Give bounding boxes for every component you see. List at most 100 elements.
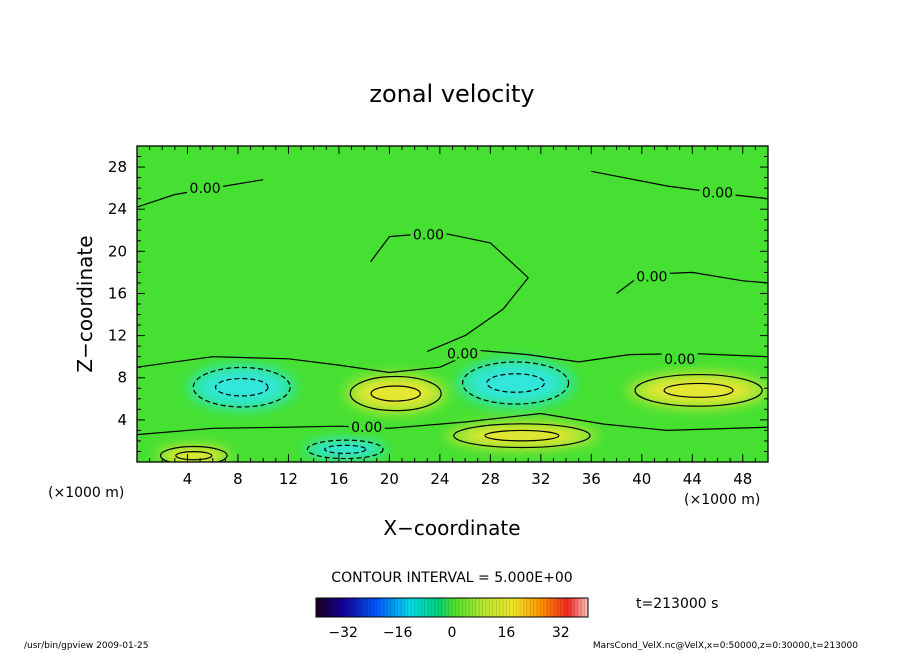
- contour-label: 0.00: [636, 270, 667, 286]
- colorbar-tick-label: 0: [448, 625, 457, 641]
- colorbar-swatch: [367, 598, 371, 617]
- field-blob-core: [313, 441, 377, 457]
- colorbar-swatch: [322, 598, 327, 617]
- x-axis-unit-left: (×1000 m): [48, 485, 124, 501]
- colorbar-swatch: [537, 598, 541, 617]
- footer-left: /usr/bin/gpview 2009-01-25: [24, 641, 149, 651]
- colorbar: [315, 598, 589, 617]
- contour-line: [461, 361, 570, 405]
- colorbar-swatch: [441, 598, 446, 617]
- contour-line: [634, 373, 763, 407]
- contour-label-bg: [187, 180, 224, 196]
- colorbar-swatch: [394, 598, 398, 617]
- field-blob-core: [645, 377, 752, 404]
- y-tick-label: 8: [117, 369, 127, 387]
- contour-line: [175, 451, 213, 461]
- colorbar-tick-labels: −32 −16 0 16 32: [328, 625, 569, 641]
- contour-line: [306, 439, 384, 460]
- footer-right: MarsCond_VelX.nc@VelX,x=0:50000,z=0:3000…: [592, 641, 858, 651]
- colorbar-swatch: [424, 598, 429, 617]
- field-blob-core: [201, 371, 283, 404]
- colorbar-swatch: [533, 598, 538, 617]
- colorbar-swatch: [462, 598, 466, 617]
- colorbar-swatch: [350, 598, 354, 617]
- field-blob-core: [357, 379, 434, 408]
- y-tick-label: 12: [108, 327, 127, 345]
- colorbar-swatch: [377, 598, 381, 617]
- contour-label-bg: [661, 350, 698, 366]
- colorbar-swatch: [543, 598, 548, 617]
- field-blob-core: [166, 448, 222, 462]
- colorbar-swatch: [550, 598, 555, 617]
- colorbar-swatch: [455, 598, 460, 617]
- time-label: t=213000 s: [636, 596, 718, 612]
- x-tick-label: 44: [683, 470, 702, 488]
- colorbar-swatch: [571, 598, 575, 617]
- colorbar-swatch: [458, 598, 463, 617]
- contour-labels-group: 0.00 0.00 0.00 0.00 0.00 0.00 0.00: [187, 180, 736, 436]
- colorbar-swatch: [421, 598, 426, 617]
- colorbar-swatch: [428, 598, 432, 617]
- contour-label: 0.00: [664, 352, 695, 368]
- colorbar-swatch: [523, 598, 528, 617]
- colorbar-swatch: [319, 598, 324, 617]
- y-tick-label: 16: [108, 284, 127, 302]
- contour-label: 0.00: [351, 420, 382, 436]
- chart-title: zonal velocity: [369, 80, 534, 108]
- colorbar-swatch: [584, 598, 589, 617]
- zero-contour-line: [137, 412, 768, 436]
- colorbar-swatch: [526, 598, 531, 617]
- y-axis-label: Z−coordinate: [73, 235, 97, 372]
- colorbar-swatch: [336, 598, 341, 617]
- colorbar-swatch: [567, 598, 572, 617]
- colorbar-swatch: [329, 598, 334, 617]
- contour-label-bg: [348, 419, 385, 435]
- colorbar-swatch: [489, 598, 494, 617]
- contour-label-bg: [699, 184, 736, 200]
- contour-line: [214, 377, 269, 397]
- y-tick-label: 24: [108, 200, 127, 218]
- y-tick-label: 20: [108, 242, 127, 260]
- colorbar-swatch: [492, 598, 497, 617]
- colorbar-swatch: [339, 598, 344, 617]
- colorbar-swatch: [363, 598, 368, 617]
- contour-line: [484, 429, 560, 442]
- colorbar-swatch: [404, 598, 409, 617]
- x-axis-unit-right: (×1000 m): [684, 492, 760, 508]
- contour-interval-label: CONTOUR INTERVAL = 5.000E+00: [331, 570, 572, 586]
- x-tick-label: 16: [329, 470, 348, 488]
- colorbar-swatch: [560, 598, 565, 617]
- y-tick-label: 28: [108, 158, 127, 176]
- colorbar-swatch: [407, 598, 412, 617]
- zero-contour-line: [591, 170, 768, 200]
- colorbar-swatch: [356, 598, 361, 617]
- colorbar-swatch: [452, 598, 456, 617]
- x-tick-label: 12: [279, 470, 298, 488]
- colorbar-swatch: [509, 598, 514, 617]
- x-axis-label: X−coordinate: [383, 516, 520, 540]
- colorbar-swatch: [547, 598, 551, 617]
- colorbar-swatch: [506, 598, 511, 617]
- zero-contour-line: [370, 231, 529, 352]
- colorbar-swatch: [387, 598, 392, 617]
- colorbar-swatch: [414, 598, 419, 617]
- velocity-field: [156, 357, 768, 462]
- contour-line: [349, 375, 442, 412]
- colorbar-tick-label: 32: [552, 625, 570, 641]
- colorbar-swatch: [360, 598, 364, 617]
- colorbar-swatch: [475, 598, 480, 617]
- colorbar-swatch: [469, 598, 473, 617]
- colorbar-swatch: [499, 598, 504, 617]
- x-tick-label: 4: [183, 470, 193, 488]
- colorbar-swatch: [397, 598, 402, 617]
- colorbar-swatch: [465, 598, 470, 617]
- contour-line: [192, 366, 291, 408]
- colorbar-swatch: [520, 598, 524, 617]
- contour-line: [324, 444, 367, 455]
- x-tick-label: 48: [733, 470, 752, 488]
- colorbar-swatch: [496, 598, 500, 617]
- colorbar-swatch: [384, 598, 388, 617]
- contour-label-bg: [444, 345, 481, 361]
- colorbar-swatch: [540, 598, 545, 617]
- colorbar-swatch: [353, 598, 358, 617]
